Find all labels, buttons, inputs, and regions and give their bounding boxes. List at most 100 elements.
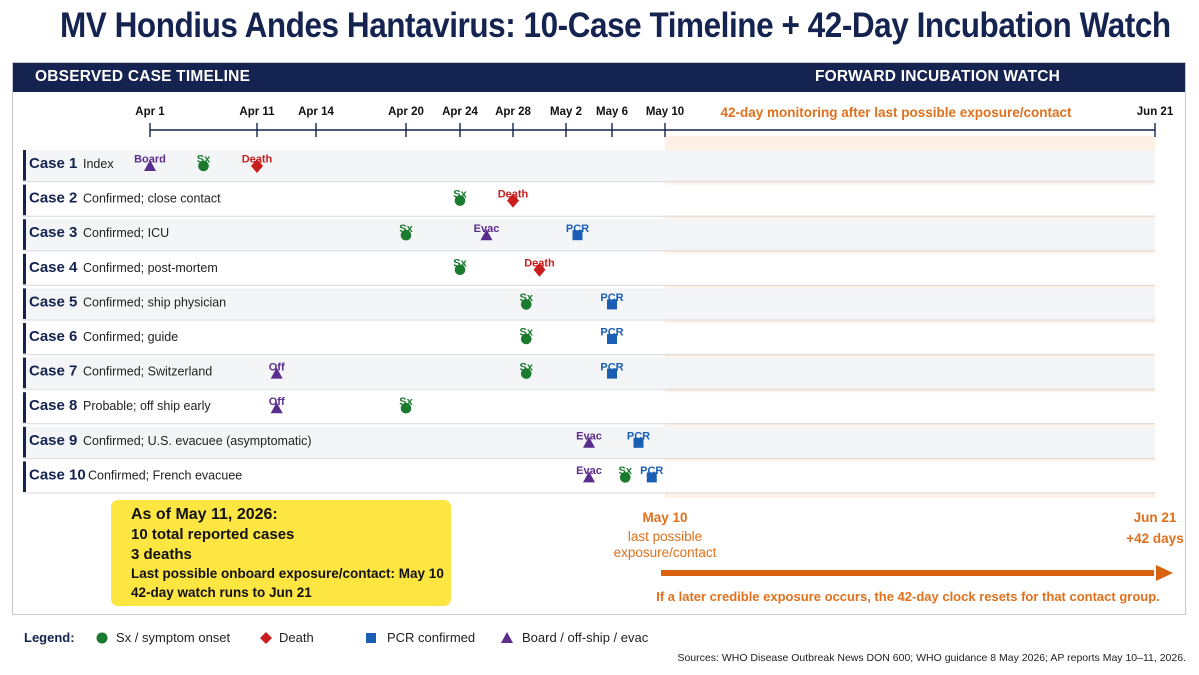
axis-tick-label: Apr 14 xyxy=(298,106,334,118)
pcr-marker xyxy=(607,368,617,379)
event-label: Board xyxy=(134,154,166,166)
status-summary-box xyxy=(111,500,451,606)
event-label: Death xyxy=(242,154,273,166)
axis-tick-label: Apr 28 xyxy=(495,106,531,118)
case-description: Confirmed; Switzerland xyxy=(83,365,212,379)
case-label: Case 2 xyxy=(29,190,77,207)
case-row-accent xyxy=(23,392,26,423)
sx-marker xyxy=(454,195,466,206)
case-row-accent xyxy=(23,150,26,181)
case-row-accent xyxy=(23,184,26,216)
legend-pcr-icon xyxy=(366,633,376,643)
event-label: Death xyxy=(524,258,555,270)
watch-end-duration: +42 days xyxy=(1126,531,1183,546)
case-row-accent xyxy=(23,461,26,492)
observed-timeline-header: OBSERVED CASE TIMELINE xyxy=(35,68,251,85)
event-label: Sx xyxy=(399,223,413,235)
watch-reset-note: If a later credible exposure occurs, the… xyxy=(656,589,1160,604)
event-label: Sx xyxy=(197,154,211,166)
event-label: Sx xyxy=(399,396,413,408)
event-label: Evac xyxy=(474,223,500,235)
case-row-accent xyxy=(23,323,26,354)
sx-marker xyxy=(619,472,631,483)
section-header-bar xyxy=(12,62,1186,92)
event-label: Death xyxy=(498,188,529,200)
sx-marker xyxy=(198,160,209,172)
case-description: Confirmed; ship physician xyxy=(83,295,226,309)
case-row xyxy=(23,219,1155,250)
case-label: Case 10 xyxy=(29,466,86,483)
legend-sx-icon xyxy=(96,632,108,644)
status-total-cases: 10 total reported cases xyxy=(131,526,295,543)
legend-pcr-label: PCR confirmed xyxy=(387,630,476,645)
event-label: Evac xyxy=(576,431,602,443)
sx-marker xyxy=(520,299,532,310)
sx-marker xyxy=(400,229,412,241)
case-description: Confirmed; French evacuee xyxy=(88,468,242,482)
sx-marker xyxy=(520,368,532,379)
event-label: Evac xyxy=(576,465,602,477)
case-description: Confirmed; ICU xyxy=(83,226,169,240)
pcr-marker xyxy=(633,437,644,448)
axis-tick-label: Apr 1 xyxy=(135,106,165,118)
event-label: PCR xyxy=(600,292,623,304)
case-label: Case 4 xyxy=(29,259,78,276)
legend-title: Legend: xyxy=(24,630,75,645)
watch-arrow-shaft xyxy=(661,570,1154,576)
watch-start-caption-2: exposure/contact xyxy=(614,545,717,560)
event-label: Off xyxy=(269,396,285,408)
death-marker xyxy=(507,193,519,208)
case-description: Confirmed; post-mortem xyxy=(83,261,218,275)
event-label: Sx xyxy=(453,188,467,200)
case-row-accent xyxy=(23,253,26,285)
case-row-accent xyxy=(23,357,26,389)
move-marker xyxy=(583,471,595,483)
case-row xyxy=(23,184,1155,216)
page-title: MV Hondius Andes Hantavirus: 10-Case Tim… xyxy=(59,6,1171,45)
watch-arrow-head xyxy=(1156,565,1173,581)
axis-tick-label: Jun 21 xyxy=(1137,106,1174,118)
case-row xyxy=(23,357,1155,389)
legend-markers xyxy=(96,632,513,644)
case-label: Case 1 xyxy=(29,155,77,172)
watch-end-date: Jun 21 xyxy=(1134,510,1177,525)
case-label: Case 3 xyxy=(29,224,77,241)
pcr-marker xyxy=(607,299,617,310)
case-row-accent xyxy=(23,426,26,458)
move-marker xyxy=(480,229,493,241)
case-description: Confirmed; guide xyxy=(83,330,178,344)
status-deaths: 3 deaths xyxy=(131,546,192,563)
legend-move-label: Board / off-ship / evac xyxy=(522,630,649,645)
event-label: PCR xyxy=(600,361,623,373)
case-description: Confirmed; close contact xyxy=(83,192,221,206)
case-label: Case 7 xyxy=(29,363,77,380)
axis-tick-label: Apr 20 xyxy=(388,106,424,118)
case-row xyxy=(23,150,1155,181)
event-label: PCR xyxy=(600,327,623,339)
legend-death-label: Death xyxy=(279,630,314,645)
event-label: PCR xyxy=(640,465,663,477)
sx-marker xyxy=(454,264,466,276)
pcr-marker xyxy=(607,334,617,344)
axis-tick-label: May 2 xyxy=(550,106,582,118)
case-label: Case 5 xyxy=(29,293,77,310)
event-label: Sx xyxy=(453,258,467,270)
forward-watch-header: FORWARD INCUBATION WATCH xyxy=(815,68,1061,85)
case-row-accent xyxy=(23,219,26,250)
legend-sx-label: Sx / symptom onset xyxy=(116,630,231,645)
event-label: Sx xyxy=(520,292,534,304)
event-label: Sx xyxy=(520,327,534,339)
death-marker xyxy=(251,159,263,173)
case-description: Index xyxy=(83,157,114,171)
axis-tick-label: May 6 xyxy=(596,106,628,118)
pcr-marker xyxy=(572,230,583,241)
event-label: PCR xyxy=(627,431,650,443)
sx-marker xyxy=(520,333,532,345)
case-row xyxy=(23,253,1155,285)
move-marker xyxy=(270,367,283,379)
case-label: Case 6 xyxy=(29,328,77,345)
watch-start-date: May 10 xyxy=(642,510,687,525)
timeline-frame xyxy=(12,62,1186,615)
move-marker xyxy=(144,160,156,171)
